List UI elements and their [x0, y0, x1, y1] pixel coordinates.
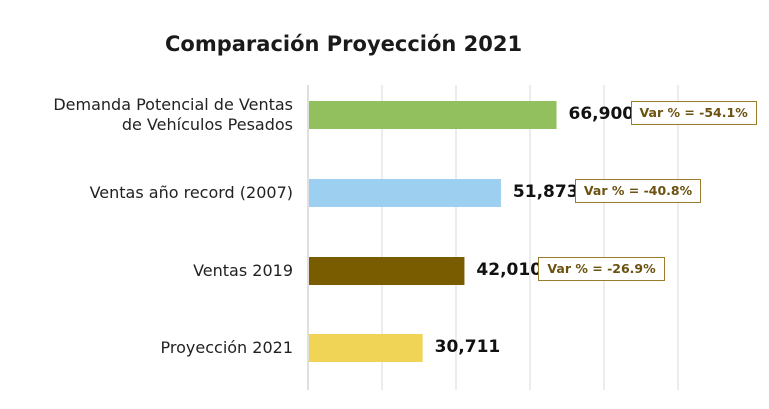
variance-annotation: Var % = -40.8%: [574, 179, 702, 203]
bar: [309, 257, 465, 285]
category-label: Ventas 2019: [193, 261, 293, 281]
data-label: 51,873: [512, 182, 579, 202]
chart-title: Comparación Proyección 2021: [165, 32, 523, 56]
data-label: 66,900: [568, 104, 635, 124]
data-label: 30,711: [434, 337, 501, 357]
bar: [309, 101, 557, 129]
bar: [309, 334, 423, 362]
variance-annotation: Var % = -54.1%: [630, 101, 757, 125]
category-label-line: de Vehículos Pesados: [121, 115, 293, 134]
category-label: Demanda Potencial de Ventas de Vehículos …: [53, 95, 293, 135]
category-label-line: Ventas año record (2007): [89, 183, 293, 202]
variance-annotation: Var % = -26.9%: [538, 257, 665, 281]
category-label-line: Proyección 2021: [160, 338, 293, 357]
category-label-line: Demanda Potencial de Ventas: [53, 95, 293, 114]
category-label-line: Ventas 2019: [193, 261, 293, 280]
bar: [309, 179, 501, 207]
data-label: 42,010: [476, 260, 543, 280]
category-label: Proyección 2021: [161, 338, 293, 358]
category-label: Ventas año record (2007): [90, 183, 293, 203]
